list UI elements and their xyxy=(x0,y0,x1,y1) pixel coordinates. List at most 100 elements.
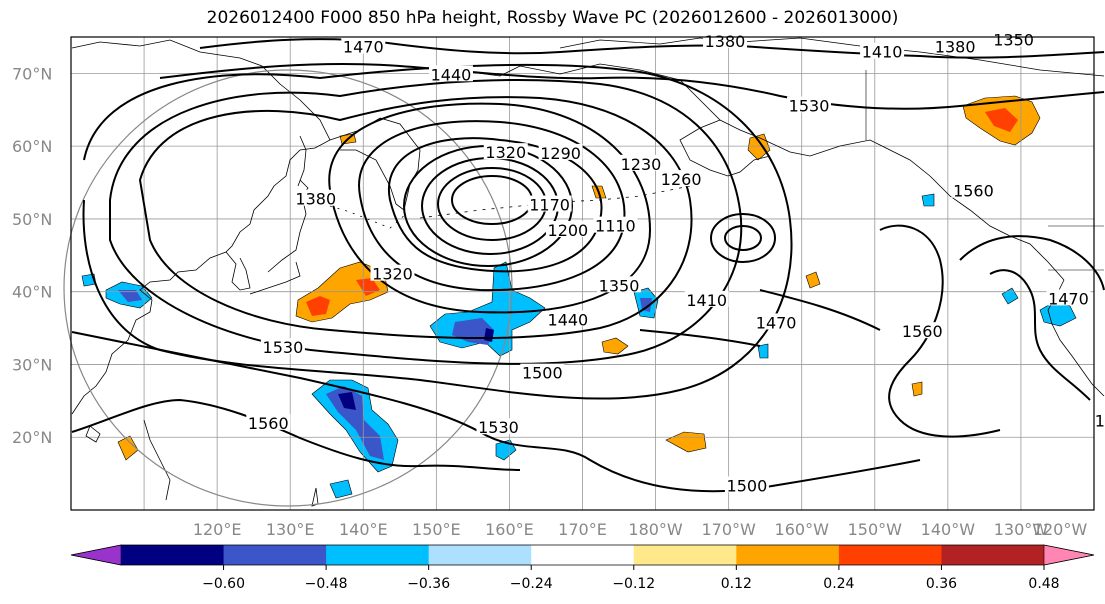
contour-labels: 1470 1380 1410 1380 1350 1440 1530 1320 1290 1230… xyxy=(246,30,1105,495)
lon-label: 140°E xyxy=(339,520,388,539)
contour-label: 1560 xyxy=(248,414,289,433)
contour-label-bg xyxy=(1046,289,1091,306)
contour-label: 1230 xyxy=(621,155,662,174)
lon-label: 170°E xyxy=(558,520,607,539)
lon-label: 160°E xyxy=(485,520,534,539)
contour-label-bg xyxy=(684,290,729,307)
colorbar-tick-label: −0.12 xyxy=(612,576,655,592)
contour-label: 1470 xyxy=(343,38,384,57)
lat-label: 60°N xyxy=(12,137,52,156)
shade-positive xyxy=(985,108,1018,132)
contour-label-bg xyxy=(1092,411,1105,428)
colorbar-segment xyxy=(838,545,942,565)
colorbar-tick-label: −0.24 xyxy=(510,576,553,592)
lat-label: 70°N xyxy=(12,64,52,83)
contour-label: 1560 xyxy=(953,182,994,201)
contour-label-bg xyxy=(483,143,528,160)
height-contours xyxy=(71,38,1105,493)
contour-label-bg xyxy=(341,37,386,54)
contour-label: 1350 xyxy=(599,276,640,295)
shade-positive xyxy=(306,296,330,316)
lon-label: 150°W xyxy=(848,520,903,539)
contour-label: 1440 xyxy=(431,65,472,84)
contour-label: 1380 xyxy=(705,32,746,51)
contour-label: 1500 xyxy=(522,364,563,383)
contour-label-bg xyxy=(520,363,565,380)
contour-label: 1200 xyxy=(548,221,589,240)
contour-label-bg xyxy=(476,418,521,435)
lon-label: 130°E xyxy=(266,520,315,539)
shade-positive xyxy=(665,431,707,453)
contour-label-bg xyxy=(545,221,590,238)
lon-label: 160°W xyxy=(775,520,830,539)
lat-label: 50°N xyxy=(12,210,52,229)
colorbar: −0.60 −0.48 −0.36 −0.24 −0.12 0.12 0.24 0.36 0.4… xyxy=(70,544,1095,592)
contour-label-bg xyxy=(724,476,769,493)
colorbar-extend-high xyxy=(1043,544,1095,566)
colorbar-tick-label: 0.36 xyxy=(926,576,957,592)
map-frame xyxy=(70,36,1095,511)
lat-label: 30°N xyxy=(12,355,52,374)
contour-label-bg xyxy=(951,181,996,198)
shade-positive xyxy=(911,381,923,397)
contour-label-bg xyxy=(933,37,978,54)
latitude-labels: 70°N 60°N 50°N 40°N 30°N 20°N xyxy=(12,64,52,447)
contour-label-bg xyxy=(538,143,583,160)
lon-label: 150°E xyxy=(412,520,461,539)
shade-negative xyxy=(338,392,356,410)
contour-label-bg xyxy=(527,195,572,212)
contour-label-bg xyxy=(593,216,638,233)
lon-label: 140°W xyxy=(921,520,976,539)
colorbar-tick-label: −0.36 xyxy=(407,576,450,592)
colorbar-segment xyxy=(428,545,532,565)
contour-label: 1410 xyxy=(686,291,727,310)
colorbar-extend-low xyxy=(70,544,122,566)
colorbar-tick-label: −0.48 xyxy=(305,576,348,592)
contour-label-bg xyxy=(754,313,799,330)
longitude-labels: 120°E 130°E 140°E 150°E 160°E 170°E 180°W 170°W… xyxy=(193,520,1088,539)
contour-label: 1260 xyxy=(661,170,702,189)
lon-label: 170°W xyxy=(701,520,756,539)
colorbar-segment xyxy=(326,545,430,565)
contour-label-bg xyxy=(702,31,747,48)
contour-label: 1110 xyxy=(595,217,636,236)
shade-negative xyxy=(329,479,353,499)
contour-label-bg xyxy=(293,189,338,206)
colorbar-tick-label: 0.48 xyxy=(1028,576,1059,592)
contour-label: 1560 xyxy=(902,322,943,341)
contour-label: 1470 xyxy=(1048,289,1089,308)
contour-label: 1350 xyxy=(993,30,1034,49)
colorbar-segment xyxy=(121,545,225,565)
contour-label: 1530 xyxy=(478,418,519,437)
shade-negative xyxy=(757,343,769,359)
shade-negative xyxy=(640,298,652,312)
contour-label: 1440 xyxy=(548,311,589,330)
contour-label: 1410 xyxy=(862,43,903,62)
contour-label-bg xyxy=(428,65,473,82)
contour-label: 1380 xyxy=(935,38,976,57)
shade-negative xyxy=(921,193,935,207)
contour-label: 1470 xyxy=(756,313,797,332)
contour-label: 15 xyxy=(1095,412,1105,431)
lon-label: 120°E xyxy=(193,520,242,539)
lon-label: 120°W xyxy=(1033,520,1088,539)
shade-positive xyxy=(601,337,629,355)
contour-label-bg xyxy=(545,310,590,327)
colorbar-segment xyxy=(633,545,737,565)
shade-negative xyxy=(118,290,142,302)
lon-label: 180°W xyxy=(628,520,683,539)
colorbar-tick-label: 0.24 xyxy=(823,576,854,592)
lat-label: 20°N xyxy=(12,428,52,447)
contour-label-bg xyxy=(991,30,1036,47)
contour-label-bg xyxy=(597,276,642,293)
colorbar-tick-label: −0.60 xyxy=(202,576,245,592)
contour-label-bg xyxy=(787,96,832,113)
contour-label-bg xyxy=(246,413,291,430)
contour-label: 1320 xyxy=(485,143,526,162)
contour-label: 1290 xyxy=(540,144,581,163)
contour-label-bg xyxy=(860,42,905,59)
shade-positive xyxy=(805,271,821,289)
map-title: 2026012400 F000 850 hPa height, Rossby W… xyxy=(206,8,899,28)
contour-label-bg xyxy=(659,170,704,187)
contour-label-bg xyxy=(618,154,663,171)
